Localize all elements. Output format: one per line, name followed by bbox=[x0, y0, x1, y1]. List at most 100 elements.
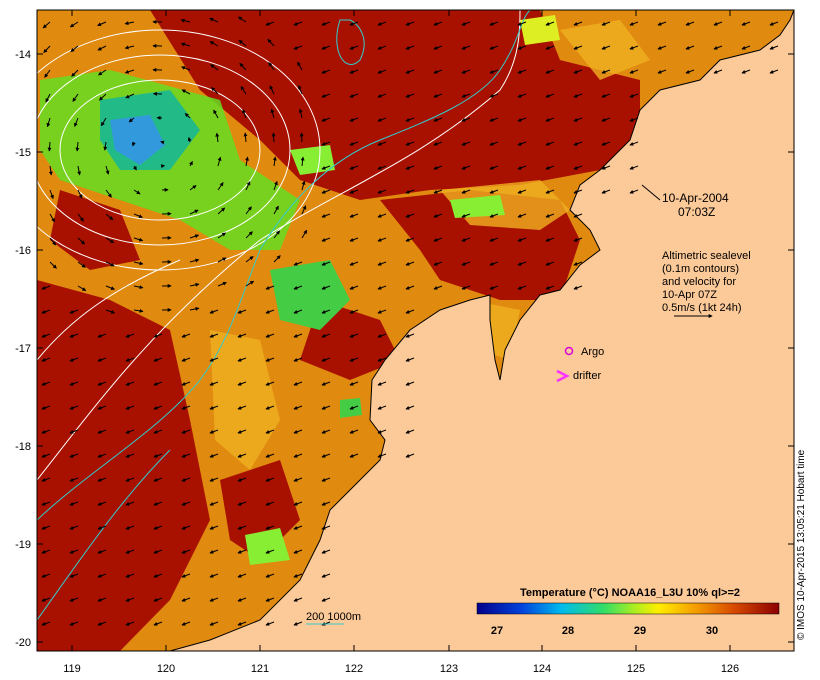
velocity-arrow bbox=[713, 69, 723, 74]
velocity-arrow bbox=[293, 429, 303, 434]
velocity-arrow bbox=[265, 357, 275, 362]
velocity-arrow bbox=[69, 477, 79, 482]
velocity-arrow bbox=[97, 621, 107, 626]
colorbar bbox=[476, 602, 780, 615]
velocity-arrow bbox=[321, 333, 331, 338]
velocity-arrow bbox=[69, 21, 79, 28]
velocity-arrow bbox=[573, 189, 583, 194]
velocity-arrow bbox=[124, 21, 135, 26]
velocity-arrow bbox=[153, 501, 163, 506]
velocity-arrow bbox=[405, 285, 415, 290]
velocity-arrow bbox=[349, 357, 359, 362]
velocity-arrow bbox=[769, 21, 779, 26]
velocity-arrow bbox=[209, 333, 219, 338]
velocity-arrow bbox=[321, 597, 331, 602]
velocity-arrow bbox=[265, 309, 275, 314]
velocity-arrow bbox=[153, 357, 163, 362]
velocity-arrow bbox=[237, 621, 247, 626]
velocity-arrow bbox=[405, 117, 415, 122]
velocity-arrow bbox=[349, 453, 359, 458]
velocity-arrow bbox=[97, 381, 107, 386]
velocity-arrow bbox=[489, 285, 499, 290]
velocity-arrow bbox=[209, 477, 219, 482]
colorbar-tick: 29 bbox=[634, 625, 646, 637]
velocity-arrow bbox=[377, 213, 387, 218]
velocity-arrow bbox=[125, 357, 135, 362]
velocity-arrow bbox=[461, 141, 471, 146]
y-axis-labels: -14 -15 -16 -17 -18 -19 -20 bbox=[15, 49, 31, 649]
velocity-arrow bbox=[293, 525, 303, 530]
velocity-arrow bbox=[125, 405, 135, 410]
velocity-arrow bbox=[181, 525, 191, 530]
velocity-arrow bbox=[461, 237, 471, 242]
velocity-arrow bbox=[405, 453, 415, 458]
velocity-arrow bbox=[405, 333, 415, 338]
velocity-arrow bbox=[545, 141, 555, 146]
velocity-arrow bbox=[217, 281, 227, 287]
velocity-arrow bbox=[270, 108, 275, 119]
velocity-arrow bbox=[74, 117, 79, 128]
velocity-arrow bbox=[237, 549, 247, 554]
velocity-arrow bbox=[433, 21, 443, 26]
velocity-arrow bbox=[741, 69, 751, 74]
velocity-arrow bbox=[209, 357, 219, 362]
velocity-arrow bbox=[70, 45, 79, 53]
cool-water-regions bbox=[40, 15, 560, 565]
velocity-arrow bbox=[69, 453, 79, 458]
velocity-arrow bbox=[293, 477, 303, 482]
legend-line: 10-Apr 07Z bbox=[662, 289, 717, 301]
velocity-arrow bbox=[545, 93, 555, 98]
velocity-arrow bbox=[293, 453, 303, 458]
velocity-arrow bbox=[349, 45, 359, 50]
velocity-arrow bbox=[349, 165, 359, 170]
velocity-arrow bbox=[293, 573, 303, 578]
velocity-arrow bbox=[349, 21, 359, 26]
velocity-arrow bbox=[321, 453, 331, 458]
velocity-arrow bbox=[133, 285, 144, 290]
velocity-arrow bbox=[517, 213, 527, 218]
velocity-arrow bbox=[573, 141, 583, 146]
velocity-arrow bbox=[217, 182, 224, 191]
velocity-arrow bbox=[125, 333, 135, 338]
velocity-arrow bbox=[181, 549, 191, 554]
velocity-arrow bbox=[293, 357, 303, 362]
velocity-arrow bbox=[405, 261, 415, 266]
velocity-arrow bbox=[215, 132, 220, 143]
velocity-arrow bbox=[271, 132, 276, 143]
y-tick-label: -19 bbox=[15, 539, 31, 551]
velocity-arrow bbox=[41, 501, 51, 506]
velocity-arrow bbox=[489, 189, 499, 194]
velocity-arrow bbox=[125, 501, 135, 506]
velocity-arrow bbox=[217, 232, 227, 239]
velocity-arrow bbox=[377, 309, 387, 314]
velocity-arrow bbox=[105, 189, 112, 198]
velocity-arrows bbox=[41, 16, 779, 626]
x-tick-label: 125 bbox=[627, 663, 645, 675]
velocity-arrow bbox=[41, 285, 51, 290]
velocity-arrow bbox=[69, 381, 79, 386]
velocity-arrow bbox=[321, 45, 331, 50]
velocity-arrow bbox=[41, 453, 51, 458]
velocity-arrow bbox=[321, 141, 331, 146]
velocity-arrow bbox=[153, 573, 163, 578]
velocity-arrow bbox=[349, 261, 359, 266]
velocity-arrow bbox=[265, 573, 275, 578]
velocity-arrow bbox=[133, 189, 141, 195]
date-leader-line bbox=[641, 184, 661, 201]
velocity-arrow bbox=[180, 66, 191, 71]
velocity-arrow bbox=[71, 69, 79, 77]
velocity-arrow bbox=[47, 141, 52, 152]
velocity-arrow bbox=[545, 69, 555, 74]
velocity-arrow bbox=[209, 381, 219, 386]
velocity-arrow bbox=[301, 205, 307, 215]
velocity-arrow bbox=[300, 156, 305, 167]
velocity-arrow bbox=[517, 237, 527, 242]
velocity-arrow bbox=[321, 213, 331, 218]
velocity-arrow bbox=[41, 357, 51, 362]
argo-marker bbox=[564, 346, 574, 356]
velocity-arrow bbox=[181, 405, 191, 410]
velocity-arrow bbox=[573, 261, 583, 266]
velocity-arrow bbox=[97, 501, 107, 506]
velocity-arrow bbox=[103, 141, 108, 151]
